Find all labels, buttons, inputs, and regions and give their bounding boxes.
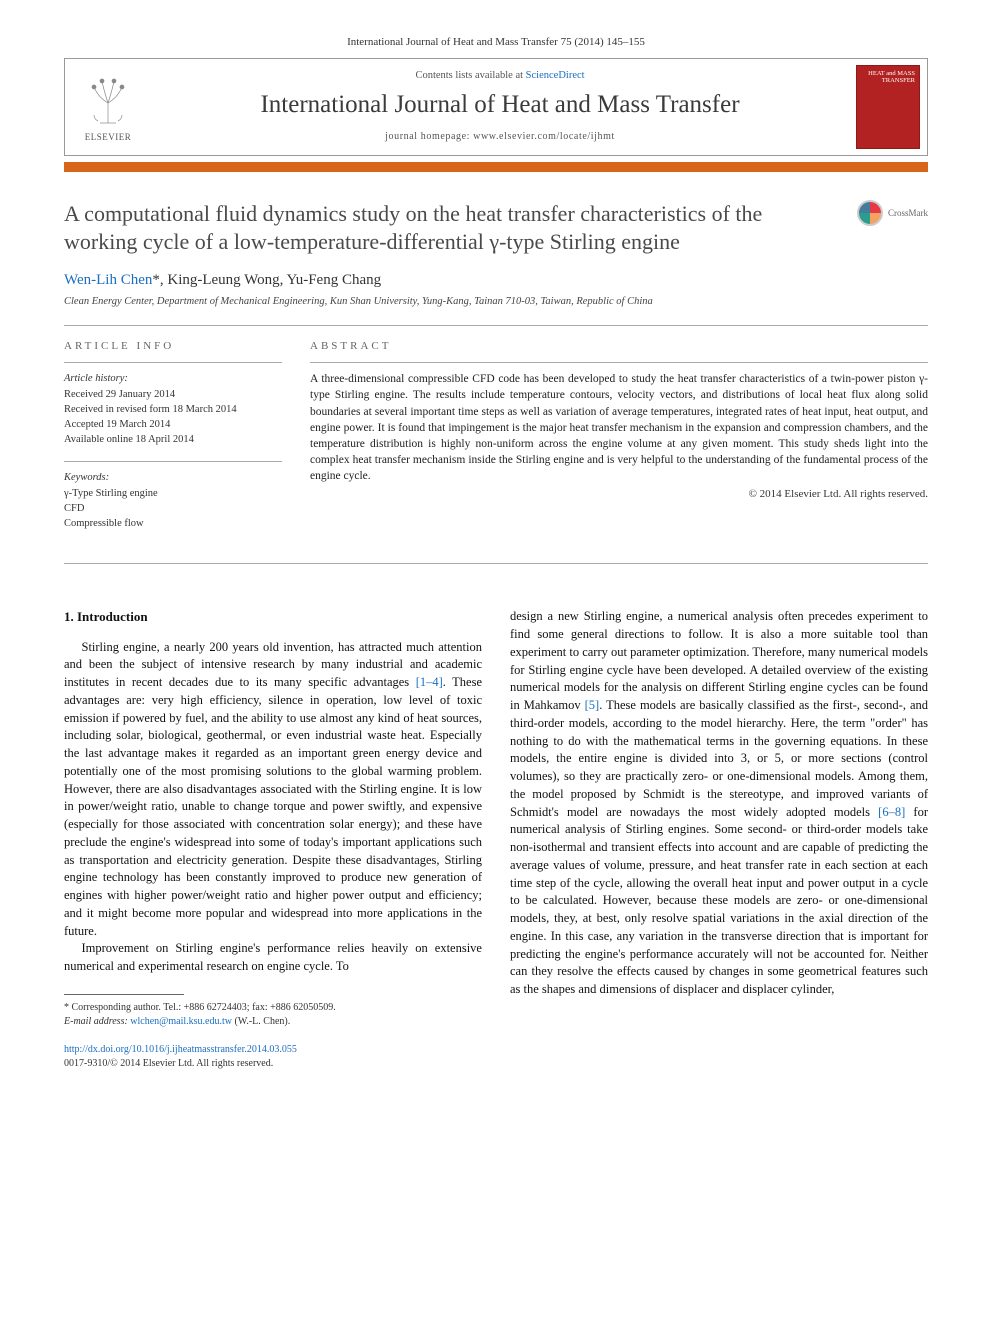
journal-homepage-line: journal homepage: www.elsevier.com/locat…	[159, 131, 841, 142]
contents-available-line: Contents lists available at ScienceDirec…	[159, 70, 841, 81]
header-center: Contents lists available at ScienceDirec…	[151, 59, 849, 155]
publisher-block: ELSEVIER	[65, 59, 151, 155]
cover-text: HEAT and MASS TRANSFER	[861, 70, 915, 84]
intro-para-1: Stirling engine, a nearly 200 years old …	[64, 639, 482, 941]
section-1-head: 1. Introduction	[64, 608, 482, 626]
author-list: Wen-Lih Chen*, King-Leung Wong, Yu-Feng …	[64, 272, 928, 289]
c2b: . These models are basically classified …	[510, 698, 928, 819]
sciencedirect-link[interactable]: ScienceDirect	[526, 70, 585, 81]
abstract-column: ABSTRACT A three-dimensional compressibl…	[310, 340, 928, 545]
body-column-right: design a new Stirling engine, a numerica…	[510, 608, 928, 1071]
crossmark-badge[interactable]: CrossMark	[857, 200, 928, 226]
abstract-text: A three-dimensional compressible CFD cod…	[310, 362, 928, 484]
article-info-column: ARTICLE INFO Article history: Received 2…	[64, 340, 282, 545]
keywords-label: Keywords:	[64, 472, 109, 483]
history-received: Received 29 January 2014	[64, 389, 175, 400]
journal-header-box: ELSEVIER Contents lists available at Sci…	[64, 58, 928, 156]
c2a: design a new Stirling engine, a numerica…	[510, 609, 928, 712]
history-label: Article history:	[64, 373, 128, 384]
article-history-block: Article history: Received 29 January 201…	[64, 362, 282, 447]
keyword-1: γ-Type Stirling engine	[64, 488, 158, 499]
intro-para-2: Improvement on Stirling engine's perform…	[64, 940, 482, 976]
citation-5[interactable]: [5]	[585, 698, 600, 712]
article-title: A computational fluid dynamics study on …	[64, 200, 857, 256]
article-info-head: ARTICLE INFO	[64, 340, 282, 352]
other-authors: , King-Leung Wong, Yu-Feng Chang	[160, 272, 381, 288]
crossmark-label: CrossMark	[888, 208, 928, 218]
homepage-prefix: journal homepage:	[385, 131, 473, 142]
corresponding-author-link[interactable]: Wen-Lih Chen	[64, 272, 152, 288]
keywords-block: Keywords: γ-Type Stirling engine CFD Com…	[64, 461, 282, 531]
body-columns: 1. Introduction Stirling engine, a nearl…	[64, 608, 928, 1071]
citation-1-4[interactable]: [1–4]	[416, 675, 443, 689]
history-revised: Received in revised form 18 March 2014	[64, 404, 237, 415]
doi-link[interactable]: http://dx.doi.org/10.1016/j.ijheatmasstr…	[64, 1044, 297, 1055]
p1b: . These advantages are: very high effici…	[64, 675, 482, 938]
divider-top	[64, 325, 928, 326]
journal-reference: International Journal of Heat and Mass T…	[64, 36, 928, 48]
keyword-3: Compressible flow	[64, 518, 144, 529]
corresponding-author-footnote: * Corresponding author. Tel.: +886 62724…	[64, 1001, 482, 1029]
publisher-label: ELSEVIER	[85, 132, 132, 142]
c2c: for numerical analysis of Stirling engin…	[510, 805, 928, 997]
keyword-2: CFD	[64, 503, 84, 514]
history-accepted: Accepted 19 March 2014	[64, 419, 170, 430]
col2-para: design a new Stirling engine, a numerica…	[510, 608, 928, 999]
doi-block: http://dx.doi.org/10.1016/j.ijheatmasstr…	[64, 1043, 482, 1071]
divider-bottom	[64, 563, 928, 564]
affiliation: Clean Energy Center, Department of Mecha…	[64, 296, 928, 307]
crossmark-icon	[857, 200, 883, 226]
email-label: E-mail address:	[64, 1016, 130, 1027]
email-suffix: (W.-L. Chen).	[232, 1016, 290, 1027]
journal-title: International Journal of Heat and Mass T…	[159, 91, 841, 119]
footnote-separator	[64, 994, 184, 995]
homepage-url[interactable]: www.elsevier.com/locate/ijhmt	[473, 131, 615, 142]
history-online: Available online 18 April 2014	[64, 434, 194, 445]
corr-author-line: * Corresponding author. Tel.: +886 62724…	[64, 1002, 336, 1013]
corr-author-email[interactable]: wlchen@mail.ksu.edu.tw	[130, 1016, 232, 1027]
journal-cover-thumb: HEAT and MASS TRANSFER	[849, 59, 927, 155]
elsevier-tree-icon	[80, 73, 136, 129]
body-column-left: 1. Introduction Stirling engine, a nearl…	[64, 608, 482, 1071]
copyright-line: © 2014 Elsevier Ltd. All rights reserved…	[310, 488, 928, 500]
issn-line: 0017-9310/© 2014 Elsevier Ltd. All right…	[64, 1058, 273, 1069]
info-abstract-row: ARTICLE INFO Article history: Received 2…	[64, 340, 928, 545]
title-row: A computational fluid dynamics study on …	[64, 200, 928, 256]
journal-cover-icon: HEAT and MASS TRANSFER	[856, 65, 920, 149]
page-root: International Journal of Heat and Mass T…	[0, 0, 992, 1111]
corr-marker: *	[152, 272, 160, 288]
citation-6-8[interactable]: [6–8]	[878, 805, 905, 819]
abstract-head: ABSTRACT	[310, 340, 928, 352]
contents-prefix: Contents lists available at	[415, 70, 525, 81]
accent-bar	[64, 162, 928, 172]
